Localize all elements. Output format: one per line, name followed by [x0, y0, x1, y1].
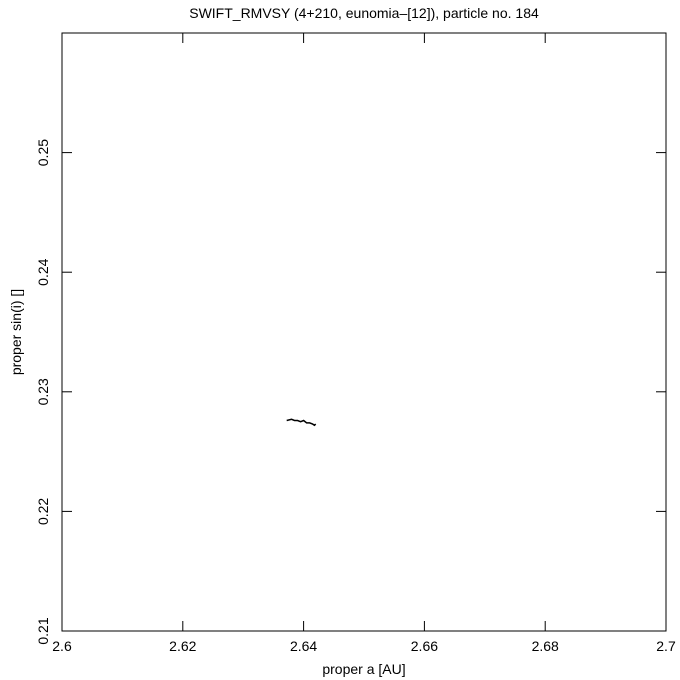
y-axis-label: proper sin(i) [] [8, 289, 24, 375]
x-axis-label: proper a [AU] [322, 661, 405, 677]
y-tick-label: 0.24 [35, 258, 51, 285]
x-tick-label: 2.7 [656, 638, 676, 654]
data-line [286, 418, 317, 427]
y-tick-label: 0.21 [35, 617, 51, 644]
y-tick-label: 0.23 [35, 378, 51, 405]
y-tick-label: 0.25 [35, 139, 51, 166]
plot-frame [61, 32, 667, 632]
y-tick-label: 0.22 [35, 498, 51, 525]
x-tick-label: 2.6 [52, 638, 72, 654]
x-tick-label: 2.64 [290, 638, 317, 654]
x-tick-label: 2.62 [169, 638, 196, 654]
x-tick-label: 2.68 [532, 638, 559, 654]
x-tick-label: 2.66 [411, 638, 438, 654]
chart-title: SWIFT_RMVSY (4+210, eunomia–[12]), parti… [189, 5, 539, 21]
